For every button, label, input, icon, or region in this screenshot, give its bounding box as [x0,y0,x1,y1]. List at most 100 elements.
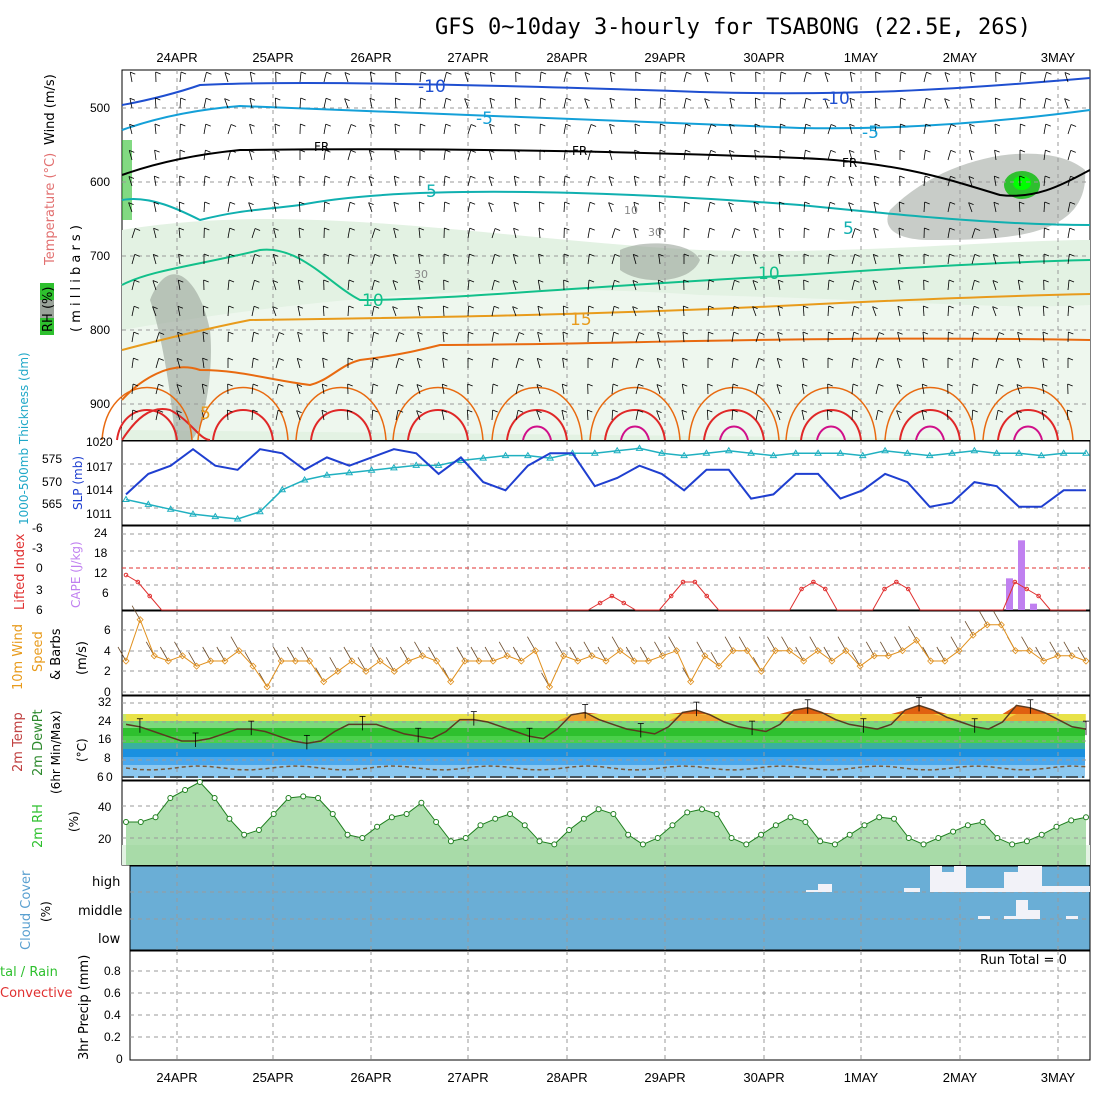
thickness-point [390,463,398,471]
wind-barb-flag [830,150,836,153]
wind-barb [609,72,613,83]
wind-barb-flag [1017,331,1023,335]
wind-barb-flag [323,253,330,257]
wind-barb [944,98,949,109]
wind-barb-flag [614,279,620,283]
wind-barb-flag [974,279,980,283]
thickness-point [791,449,800,456]
wind-barb-flag [154,123,161,127]
wind-barb-flag [202,383,208,387]
wind-point [814,647,822,655]
wind-barb [539,97,542,109]
wind-barb-flag [537,358,543,361]
wind-barb-flag [779,175,785,179]
wind-barb [707,228,711,239]
li-tick: 0 [36,561,43,575]
rh-point [964,822,971,829]
wind-barb [491,358,494,369]
wind-barb-flag [681,409,688,413]
wind-barb-flag [176,384,183,387]
wind-barb-flag [633,254,639,257]
wind-barb-flag [518,332,525,335]
bottom-date-label: 1MAY [844,1070,879,1085]
surface-barb [964,620,974,636]
bottom-date-label: 29APR [644,1070,685,1085]
wind-barb-flag [536,410,542,413]
wind-barb [251,409,254,421]
wind-barb [755,384,759,395]
wind-barb [323,72,327,83]
wind-barb [1016,358,1021,369]
wind-barb [851,358,854,369]
wind-barb [323,124,327,135]
wind-barb-flag [877,409,884,413]
wind-barb [1066,409,1069,421]
wind-barb [1019,72,1022,83]
wind-barb-flag [613,357,619,361]
wind-barb [442,332,445,343]
wind-barb-flag [588,305,594,309]
wind-barb-flag [899,201,905,205]
wind-barb-flag [804,201,810,205]
wind-barb [153,228,157,239]
wind-barb [1018,228,1021,239]
wind-barb-flag [609,97,616,101]
wind-barb-flag [325,149,331,153]
wind-barb [275,358,280,369]
wind-barb-flag [297,305,304,309]
wind-barb-flag [177,331,183,335]
wind-barb-flag [612,409,618,413]
wind-barb [251,280,255,291]
wind-barb-flag [922,383,928,387]
rh-point [861,822,868,829]
surface-barb [216,646,226,662]
wind-barb-flag [993,254,999,257]
wind-barb-flag [177,305,184,309]
bottom-date-label: 26APR [350,1070,391,1085]
surface-barb [640,646,649,662]
wind-barb [658,201,661,213]
rh-point [536,838,543,845]
wind-point [517,657,525,665]
wind-barb [395,410,399,421]
contour-labels: -10 -10 -5 -5 FR FR FR 5 5 10 10 15 5 30… [200,77,879,424]
rh-point [182,787,189,793]
wind-barb-flag [685,123,691,127]
wind-barb-flag [708,279,715,283]
wind-barb [824,98,829,109]
wind-barb [995,410,999,421]
bottom-date-label: 2MAY [943,1070,978,1085]
rh-point [1038,831,1045,838]
wind-barb [155,332,160,343]
wind-barb [922,358,925,369]
wind-barb-flag [947,409,953,413]
wind-barb [826,409,829,421]
wind-barb [249,98,253,109]
wind-barb [491,254,496,265]
wind-barb-flag [297,358,303,361]
wind-barb-flag [683,253,690,257]
wind-barb-flag [444,227,450,231]
wind-barb [851,332,855,343]
wind-barb-flag [227,383,233,387]
wind-barb [824,72,829,83]
wind-barb-flag [468,305,474,309]
bottom-date-label: 24APR [156,1070,197,1085]
wind-barb [755,410,759,421]
surface-barb [767,636,776,651]
wind-barb-flag [540,123,546,127]
wind-barb [1017,280,1021,291]
wind-barb [946,409,949,421]
wind-barb-flag [898,227,905,231]
wind-barb-flag [299,201,305,205]
wind-barb-flag [369,97,376,101]
wind-barb-flag [659,201,665,205]
wind-barb-flag [132,409,138,413]
wind-barb-flag [874,175,880,179]
wind-barb-flag [370,71,376,75]
wind-point [277,657,285,665]
wind-barb [729,72,733,83]
wind-barb-flag [609,123,615,127]
wind-barb-flag [757,409,764,413]
wind-barb-flag [368,202,374,205]
